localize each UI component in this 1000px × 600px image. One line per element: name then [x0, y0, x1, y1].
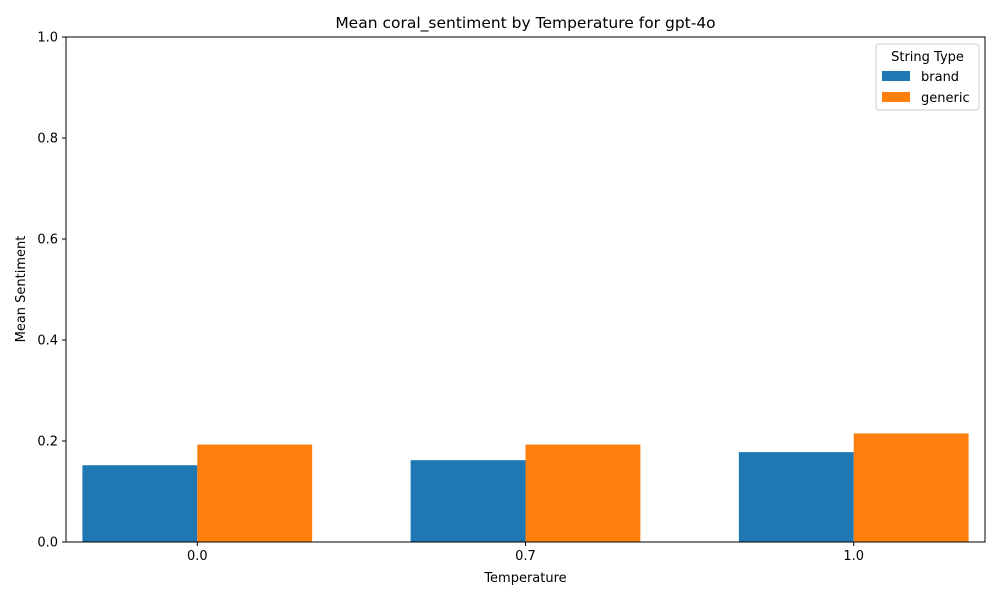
y-tick-label: 1.0	[37, 31, 58, 46]
legend-swatch-brand	[882, 71, 910, 81]
bars-layer	[82, 433, 969, 542]
y-tick-label: 0.0	[37, 536, 58, 551]
y-axis-label: Mean Sentiment	[14, 236, 29, 343]
legend-label-generic: generic	[921, 91, 970, 106]
legend-items: brand generic	[882, 70, 970, 106]
legend: String Type brand generic	[875, 43, 980, 111]
bar-brand-1.0	[738, 452, 854, 542]
bar-brand-0.0	[82, 465, 198, 542]
x-tick-label: 0.7	[515, 549, 536, 564]
bar-generic-0.0	[197, 444, 313, 542]
legend-swatch-generic	[882, 92, 910, 102]
bar-generic-1.0	[853, 433, 969, 542]
chart-title: Mean coral_sentiment by Temperature for …	[335, 14, 715, 33]
x-axis-label: Temperature	[483, 571, 566, 586]
y-tick-label: 0.4	[37, 334, 58, 349]
legend-title: String Type	[891, 50, 964, 65]
x-tick-label: 1.0	[843, 549, 864, 564]
y-tick-label: 0.8	[37, 132, 58, 147]
bar-brand-0.7	[410, 460, 526, 542]
axes-layer: 0.0 0.2 0.4 0.6 0.8 1.0 0.0 0.7 1.0	[37, 31, 986, 564]
y-tick-label: 0.6	[37, 233, 58, 248]
x-tick-label: 0.0	[187, 549, 208, 564]
legend-label-brand: brand	[921, 70, 959, 85]
bar-generic-0.7	[525, 444, 641, 542]
y-tick-label: 0.2	[37, 435, 58, 450]
